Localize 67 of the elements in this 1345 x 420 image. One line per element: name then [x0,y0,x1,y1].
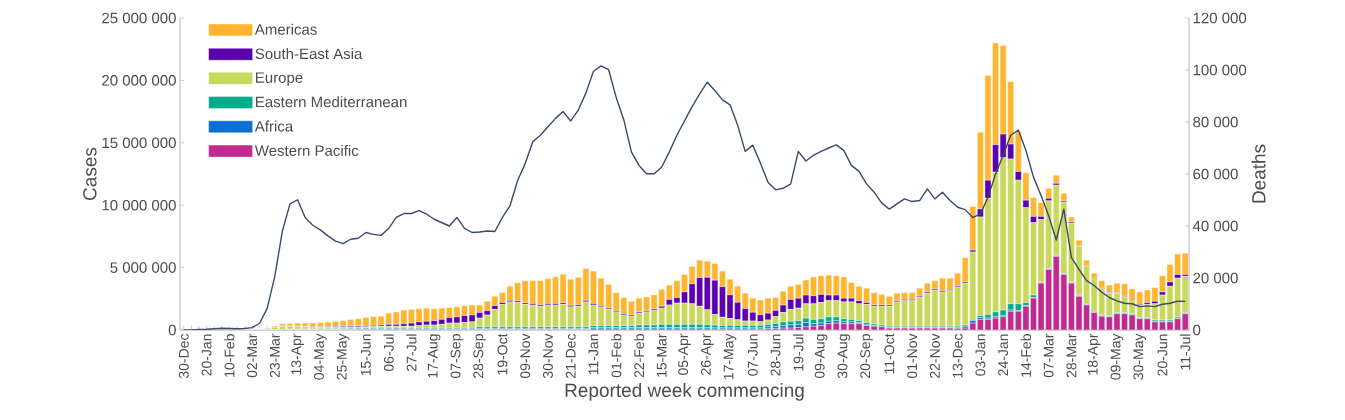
legend-label: Europe [256,72,303,86]
legend-label: Africa [254,120,294,132]
y2-axis-title: Deaths [1251,144,1266,203]
y-tick-label: 25 000 000 [102,12,176,24]
x-tick-label: 09-May [1110,333,1124,380]
x-tick-label: 22-Nov [929,333,940,378]
x-tick-label: 24-Jan [998,334,1009,376]
legend-label: Western Pacific [254,144,359,156]
x-tick-label: 17-May [723,333,737,380]
x-tick-label: 17-Aug [427,334,441,378]
x-tick-label: 28-Mar [1066,333,1077,378]
y2-tick-label: 80 000 [1193,116,1238,128]
x-tick-label: 10-Feb [224,334,235,377]
legend-label: Americas [254,23,317,35]
x-tick-label: 30-Nov [542,333,553,379]
x-tick-label: 07-Mar [1043,333,1054,378]
y-tick-label: 10 000 000 [102,199,176,211]
x-tick-label: 21-Dec [565,333,576,378]
y2-tick-label: 40 000 [1192,220,1238,232]
x-tick-label: 05-Apr [678,333,691,375]
x-tick-label: 30-Aug [837,334,851,379]
x-tick-label: 26-Apr [700,333,714,375]
legend-label: Eastern Mediterranean [256,96,407,108]
x-tick-label: 07-Sep [450,334,464,379]
x-tick-label: 28-Sep [473,334,487,378]
x-axis-title: Reported week commencing [565,383,804,401]
x-tick-label: 25-May [336,333,350,380]
x-tick-label: 30-May [1133,333,1147,380]
x-tick-label: 20-Jun [1157,334,1168,376]
x-tick-label: 11-Oct [884,333,895,374]
x-tick-label: 23-Mar [269,333,280,378]
x-tick-label: 11-Jan [588,334,599,375]
y2-tick-label: 60 000 [1193,168,1238,180]
x-tick-label: 20-Jan [201,334,212,376]
x-tick-label: 13-Dec [952,333,963,378]
y2-tick-label: 120 000 [1193,12,1247,24]
x-tick-label: 14-Feb [1020,334,1032,377]
x-tick-label: 02-Mar [247,333,258,378]
x-tick-label: 22-Feb [633,334,645,378]
legend-label: South-East Asia [255,48,363,60]
x-tick-label: 07-Jun [747,334,758,376]
x-tick-label: 19-Oct [497,333,508,375]
x-tick-label: 20-Sep [860,334,873,378]
x-tick-label: 18-Apr [1087,333,1101,375]
x-tick-label: 28-Jun [770,334,781,376]
x-tick-label: 30-Dec [178,333,189,379]
x-tick-label: 01-Feb [611,334,622,378]
x-tick-label: 19-Jul [793,334,804,371]
x-tick-label: 09-Nov [520,333,531,379]
x-tick-label: 27-Jul [406,334,417,371]
x-tick-label: 04-May [314,333,327,380]
y-tick-label: 20 000 000 [102,75,176,86]
y2-tick-label: 20 000 [1193,272,1238,284]
y2-tick-label: 100 000 [1193,64,1247,76]
x-tick-label: 15-Mar [656,333,667,377]
x-tick-label: 06-Jul [383,334,394,372]
x-tick-label: 11-Jul [1180,334,1191,370]
y-tick-label: 5 000 000 [110,262,176,273]
y-tick-label: 15 000 000 [102,137,176,149]
x-tick-label: 13-Apr [291,333,304,375]
x-tick-label: 03-Jan [975,334,986,376]
y-tick-label: 0 [168,324,176,336]
x-tick-label: 15-Jun [360,334,371,376]
y-axis-title: Cases [83,147,97,200]
y2-tick-label: 0 [1193,324,1201,336]
x-tick-label: 01-Nov [907,333,918,379]
x-tick-label: 09-Aug [814,334,828,379]
